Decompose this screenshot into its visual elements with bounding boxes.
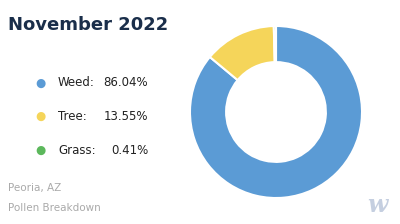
Wedge shape [274,26,276,62]
Text: 0.41%: 0.41% [111,144,148,157]
Text: 13.55%: 13.55% [104,110,148,123]
Text: Tree:: Tree: [58,110,87,123]
Text: 86.04%: 86.04% [103,76,148,89]
Text: Weed:: Weed: [58,76,95,89]
Text: ●: ● [35,110,45,123]
Text: ●: ● [35,144,45,157]
Wedge shape [190,26,362,198]
Wedge shape [210,26,275,80]
Text: Grass:: Grass: [58,144,96,157]
Text: w: w [368,193,388,217]
Text: ●: ● [35,76,45,89]
Text: Peoria, AZ: Peoria, AZ [8,183,61,193]
Text: Pollen Breakdown: Pollen Breakdown [8,203,101,213]
Text: November 2022: November 2022 [8,16,168,34]
